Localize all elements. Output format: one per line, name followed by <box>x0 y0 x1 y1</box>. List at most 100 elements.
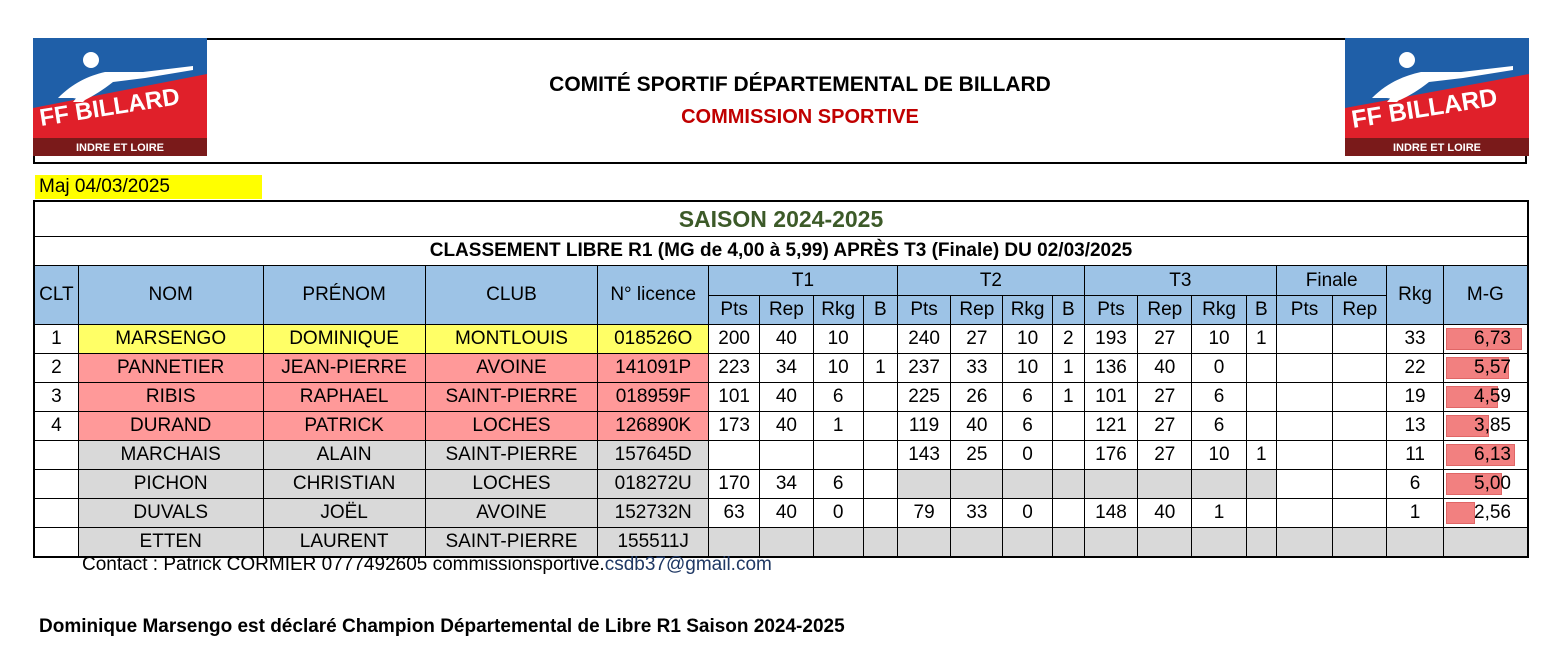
cell-t1-rep <box>759 527 814 558</box>
cell-nom: DUVALS <box>77 498 264 528</box>
cell-t1-rkg: 10 <box>812 353 864 383</box>
mg-databar <box>1445 328 1522 350</box>
cell-club: SAINT-PIERRE <box>424 382 599 412</box>
mg-databar <box>1445 357 1509 379</box>
mg-databar <box>1445 473 1502 495</box>
col-prenom: PRÉNOM <box>262 265 426 325</box>
cell-t3-rep <box>1137 469 1193 499</box>
cell-licence: 126890K <box>597 411 709 441</box>
cell-t3-pts: 101 <box>1083 382 1139 412</box>
cell-t3-rep: 27 <box>1137 440 1193 470</box>
cell-prenom: CHRISTIAN <box>262 469 426 499</box>
table-row: ETTEN LAURENT SAINT-PIERRE 155511J <box>33 527 1529 558</box>
cell-clt: 2 <box>33 353 79 383</box>
cell-licence: 155511J <box>597 527 709 558</box>
cell-finale-rep <box>1332 498 1388 528</box>
cell-t3-rep <box>1137 527 1193 558</box>
col-nom: NOM <box>77 265 264 325</box>
cell-mg: 5,57 <box>1442 353 1529 383</box>
cell-finale-rep <box>1332 440 1388 470</box>
cell-finale-pts <box>1275 411 1334 441</box>
cell-t2-pts <box>896 469 952 499</box>
cell-t2-b <box>1051 440 1085 470</box>
subcol-b: B <box>862 295 898 325</box>
cell-finale-pts <box>1275 440 1334 470</box>
cell-t2-pts: 119 <box>896 411 952 441</box>
cell-t2-rkg <box>1002 469 1053 499</box>
col-clt: CLT <box>33 265 79 325</box>
cell-t2-rep: 33 <box>950 353 1004 383</box>
mg-value: 2,56 <box>1474 502 1511 523</box>
cell-t2-rkg: 6 <box>1002 382 1053 412</box>
subcol-rkg: Rkg <box>812 295 864 325</box>
mg-value: 3,85 <box>1474 415 1511 436</box>
mg-databar <box>1445 386 1498 408</box>
contact-mail[interactable]: csdb37@gmail.com <box>604 554 772 575</box>
col-t2: T2 <box>896 265 1085 296</box>
cell-finale-rep <box>1332 527 1388 558</box>
cell-t1-rkg: 6 <box>812 382 864 412</box>
subcol-rep: Rep <box>1137 295 1193 325</box>
cell-finale-pts <box>1275 469 1334 499</box>
cell-rkg: 22 <box>1386 353 1444 383</box>
season-title: SAISON 2024-2025 <box>33 200 1529 237</box>
ranking-table: SAISON 2024-2025 CLASSEMENT LIBRE R1 (MG… <box>33 200 1529 558</box>
subcol-b: B <box>1245 295 1277 325</box>
cell-t1-b <box>862 382 898 412</box>
cell-t2-rep: 25 <box>950 440 1004 470</box>
cell-t2-rep <box>950 469 1004 499</box>
cell-t3-rkg <box>1191 469 1247 499</box>
cell-licence: 157645D <box>597 440 709 470</box>
cell-finale-pts <box>1275 527 1334 558</box>
subcol-pts: Pts <box>1275 295 1334 325</box>
cell-finale-rep <box>1332 353 1388 383</box>
cell-t3-b <box>1245 469 1277 499</box>
cell-nom: MARCHAIS <box>77 440 264 470</box>
cell-t3-b <box>1245 411 1277 441</box>
cell-rkg: 33 <box>1386 324 1444 354</box>
svg-text:INDRE ET LOIRE: INDRE ET LOIRE <box>76 142 164 154</box>
cell-mg <box>1442 527 1529 558</box>
cell-t1-pts: 173 <box>707 411 761 441</box>
cell-t1-b: 1 <box>862 353 898 383</box>
cell-t2-b <box>1051 411 1085 441</box>
cell-t2-rkg: 0 <box>1002 440 1053 470</box>
cell-t2-rep <box>950 527 1004 558</box>
cell-club: AVOINE <box>424 498 599 528</box>
cell-t1-pts: 101 <box>707 382 761 412</box>
mg-value: 6,73 <box>1474 328 1511 349</box>
cell-nom: RIBIS <box>77 382 264 412</box>
cell-nom: PANNETIER <box>77 353 264 383</box>
page-subtitle: COMMISSION SPORTIVE <box>681 106 919 128</box>
ff-billard-logo-right: FF BILLARD INDRE ET LOIRE <box>1345 38 1529 156</box>
cell-t2-rkg: 6 <box>1002 411 1053 441</box>
subcol-rkg: Rkg <box>1191 295 1247 325</box>
table-row: 3 RIBIS RAPHAEL SAINT-PIERRE 018959F 101 40 6 22… <box>33 382 1529 412</box>
cell-t2-rep: 26 <box>950 382 1004 412</box>
cell-prenom: DOMINIQUE <box>262 324 426 354</box>
cell-t3-pts: 136 <box>1083 353 1139 383</box>
col-rkg: Rkg <box>1386 265 1444 325</box>
col-finale: Finale <box>1275 265 1388 296</box>
cell-t1-rep: 40 <box>759 324 814 354</box>
cell-t3-pts: 176 <box>1083 440 1139 470</box>
cell-t1-rkg: 6 <box>812 469 864 499</box>
cell-t2-rep: 27 <box>950 324 1004 354</box>
cell-t1-rkg: 0 <box>812 498 864 528</box>
cell-mg: 2,56 <box>1442 498 1529 528</box>
cell-prenom: LAURENT <box>262 527 426 558</box>
cell-t2-b <box>1051 469 1085 499</box>
ff-billard-logo-left: FF BILLARD INDRE ET LOIRE <box>33 38 207 156</box>
cell-prenom: ALAIN <box>262 440 426 470</box>
subcol-b: B <box>1051 295 1085 325</box>
cell-t2-pts: 143 <box>896 440 952 470</box>
cell-prenom: JEAN-PIERRE <box>262 353 426 383</box>
subcol-rkg: Rkg <box>1002 295 1053 325</box>
col-licence: N° licence <box>597 265 709 325</box>
cell-clt: 4 <box>33 411 79 441</box>
cell-t2-b <box>1051 498 1085 528</box>
cell-t3-rep: 40 <box>1137 498 1193 528</box>
subcol-rep: Rep <box>759 295 814 325</box>
cell-finale-rep <box>1332 469 1388 499</box>
cell-t2-pts: 79 <box>896 498 952 528</box>
